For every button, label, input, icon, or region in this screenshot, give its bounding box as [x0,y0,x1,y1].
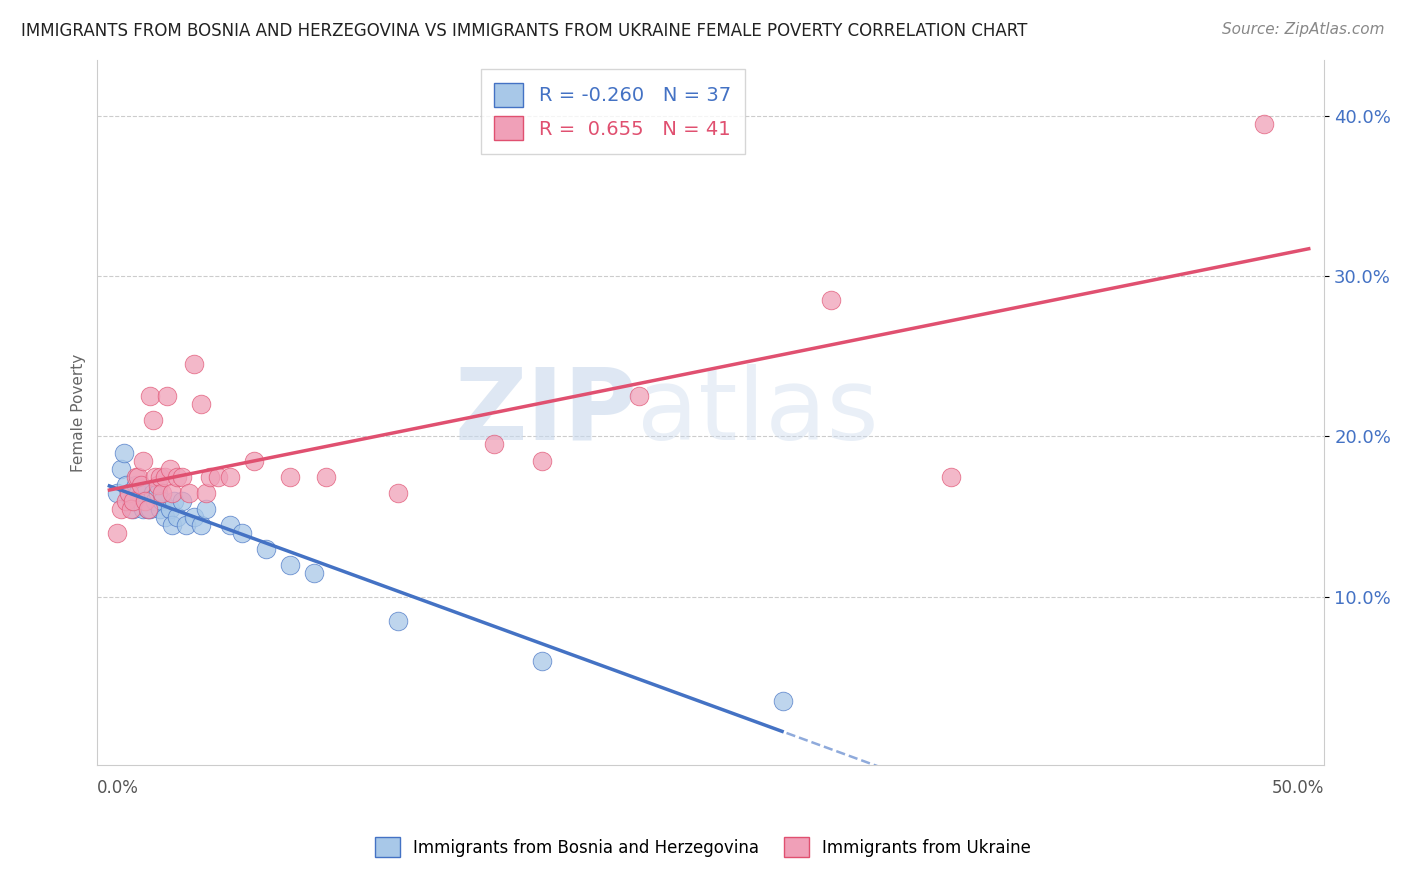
Text: 50.0%: 50.0% [1272,780,1324,797]
Text: Source: ZipAtlas.com: Source: ZipAtlas.com [1222,22,1385,37]
Point [125,469,148,483]
Point [149,469,172,483]
Point [302,566,325,580]
Point [132,501,155,516]
Point [531,453,554,467]
Point [166,509,188,524]
Point [1253,117,1275,131]
Point [149,501,172,516]
Point [134,493,156,508]
Point [156,389,179,403]
Point [112,445,135,459]
Point [387,614,409,628]
Point [120,493,142,508]
Point [218,517,240,532]
Point [254,541,277,556]
Point [115,477,138,491]
Point [170,493,193,508]
Point [127,469,149,483]
Point [153,469,176,483]
Point [190,517,212,532]
Point [105,485,128,500]
Point [207,469,229,483]
Y-axis label: Female Poverty: Female Poverty [72,353,86,472]
Point [170,469,193,483]
Point [136,501,159,516]
Point [200,469,222,483]
Point [122,501,145,516]
Legend: Immigrants from Bosnia and Herzegovina, Immigrants from Ukraine: Immigrants from Bosnia and Herzegovina, … [367,829,1039,866]
Point [136,501,159,516]
Point [132,453,155,467]
Point [160,485,183,500]
Point [242,453,264,467]
Point [194,485,217,500]
Point [134,485,156,500]
Point [387,485,409,500]
Point [231,525,253,540]
Point [194,501,217,516]
Point [110,501,132,516]
Point [150,485,173,500]
Text: IMMIGRANTS FROM BOSNIA AND HERZEGOVINA VS IMMIGRANTS FROM UKRAINE FEMALE POVERTY: IMMIGRANTS FROM BOSNIA AND HERZEGOVINA V… [21,22,1028,40]
Point [941,469,963,483]
Point [117,485,139,500]
Point [315,469,337,483]
Point [127,485,149,500]
Legend: R = -0.260   N = 37, R =  0.655   N = 41: R = -0.260 N = 37, R = 0.655 N = 41 [481,70,745,153]
Point [125,477,148,491]
Point [146,485,169,500]
Point [772,694,794,708]
Point [146,477,169,491]
Point [120,501,142,516]
Point [177,485,200,500]
Point [139,389,162,403]
Point [129,493,152,508]
Point [163,493,186,508]
Point [122,493,145,508]
Point [820,293,842,308]
Point [278,558,301,572]
Point [183,509,205,524]
Point [183,357,205,371]
Point [115,493,138,508]
Point [142,485,165,500]
Point [484,437,506,451]
Point [143,493,166,508]
Point [166,469,188,483]
Point [278,469,301,483]
Text: atlas: atlas [637,364,879,461]
Point [129,477,152,491]
Point [218,469,240,483]
Point [627,389,650,403]
Point [142,413,165,427]
Point [190,397,212,411]
Point [117,485,139,500]
Point [159,501,181,516]
Point [160,517,183,532]
Point [150,493,173,508]
Point [143,469,166,483]
Point [159,461,181,475]
Text: ZIP: ZIP [454,364,637,461]
Point [105,525,128,540]
Point [153,509,176,524]
Text: 0.0%: 0.0% [97,780,139,797]
Point [531,654,554,668]
Point [176,517,198,532]
Point [139,501,162,516]
Point [110,461,132,475]
